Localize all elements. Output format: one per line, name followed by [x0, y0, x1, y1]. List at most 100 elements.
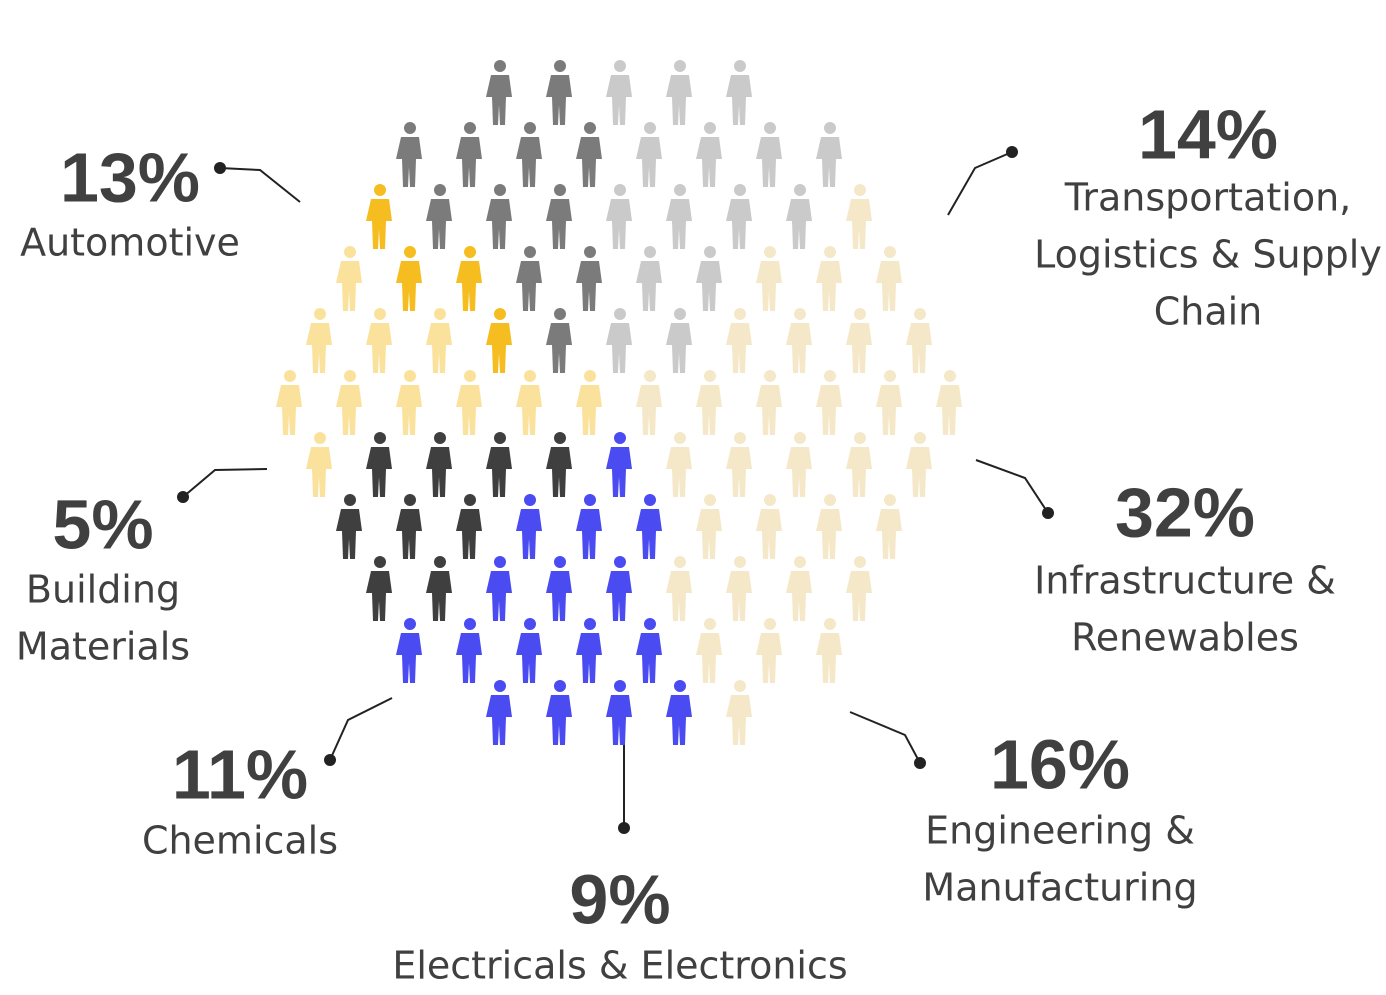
person-head: [524, 618, 536, 630]
person-body: [396, 633, 422, 683]
person-body: [696, 633, 722, 683]
person-body: [366, 571, 392, 621]
person-body: [816, 633, 842, 683]
person-body: [756, 137, 782, 187]
person-head: [614, 60, 626, 72]
person-head: [734, 680, 746, 692]
person-head: [494, 432, 506, 444]
person-head: [374, 432, 386, 444]
person-body: [846, 323, 872, 373]
person-head: [674, 680, 686, 692]
person-head: [614, 432, 626, 444]
person-body: [786, 571, 812, 621]
percent-label: 13%: [60, 138, 200, 216]
person-body: [666, 75, 692, 125]
person-head: [584, 246, 596, 258]
person-head: [404, 246, 416, 258]
person-head: [434, 556, 446, 568]
person-body: [666, 323, 692, 373]
person-body: [516, 261, 542, 311]
person-body: [576, 509, 602, 559]
person-body: [816, 137, 842, 187]
person-head: [374, 184, 386, 196]
leader-line: [182, 468, 268, 498]
person-body: [486, 571, 512, 621]
person-head: [464, 246, 476, 258]
person-head: [734, 556, 746, 568]
person-head: [824, 246, 836, 258]
person-body: [576, 261, 602, 311]
people-group: [336, 432, 572, 621]
person-body: [546, 447, 572, 497]
person-head: [434, 184, 446, 196]
person-head: [854, 184, 866, 196]
percent-label: 32%: [1115, 473, 1255, 551]
person-head: [884, 370, 896, 382]
person-body: [486, 75, 512, 125]
person-body: [846, 571, 872, 621]
percent-label: 9%: [569, 860, 670, 938]
person-head: [404, 122, 416, 134]
person-body: [756, 385, 782, 435]
person-body: [786, 199, 812, 249]
person-head: [374, 308, 386, 320]
person-head: [524, 494, 536, 506]
person-body: [306, 447, 332, 497]
person-head: [704, 122, 716, 134]
person-head: [734, 60, 746, 72]
person-body: [486, 199, 512, 249]
leader-line: [849, 711, 921, 764]
person-head: [644, 494, 656, 506]
category-label: Materials: [16, 625, 190, 669]
person-body: [366, 323, 392, 373]
person-body: [606, 75, 632, 125]
person-body: [546, 199, 572, 249]
person-head: [764, 122, 776, 134]
person-head: [704, 618, 716, 630]
person-body: [516, 385, 542, 435]
person-head: [704, 494, 716, 506]
person-head: [404, 370, 416, 382]
percent-label: 14%: [1138, 95, 1278, 173]
people-group: [276, 246, 602, 497]
person-head: [494, 60, 506, 72]
person-body: [696, 261, 722, 311]
person-body: [366, 199, 392, 249]
person-head: [824, 370, 836, 382]
person-head: [794, 184, 806, 196]
person-head: [344, 246, 356, 258]
person-head: [794, 432, 806, 444]
person-body: [816, 261, 842, 311]
percent-label: 11%: [172, 735, 308, 813]
percent-label: 16%: [990, 725, 1130, 803]
person-body: [906, 447, 932, 497]
person-body: [876, 509, 902, 559]
person-body: [696, 385, 722, 435]
people-group: [636, 184, 962, 745]
person-head: [554, 680, 566, 692]
leader-dot: [177, 491, 189, 503]
person-body: [636, 261, 662, 311]
person-body: [696, 137, 722, 187]
leader-line: [975, 459, 1049, 514]
person-head: [764, 494, 776, 506]
person-body: [666, 447, 692, 497]
person-body: [426, 199, 452, 249]
person-head: [854, 308, 866, 320]
person-body: [726, 75, 752, 125]
person-head: [704, 246, 716, 258]
category-label: Chemicals: [142, 819, 338, 863]
leader-dot: [1042, 507, 1054, 519]
person-body: [666, 695, 692, 745]
person-body: [636, 385, 662, 435]
person-body: [606, 323, 632, 373]
person-head: [824, 618, 836, 630]
leader-line: [947, 151, 1013, 216]
person-head: [584, 370, 596, 382]
person-head: [494, 308, 506, 320]
person-head: [374, 556, 386, 568]
person-head: [554, 432, 566, 444]
person-body: [516, 509, 542, 559]
people-group: [606, 60, 842, 373]
